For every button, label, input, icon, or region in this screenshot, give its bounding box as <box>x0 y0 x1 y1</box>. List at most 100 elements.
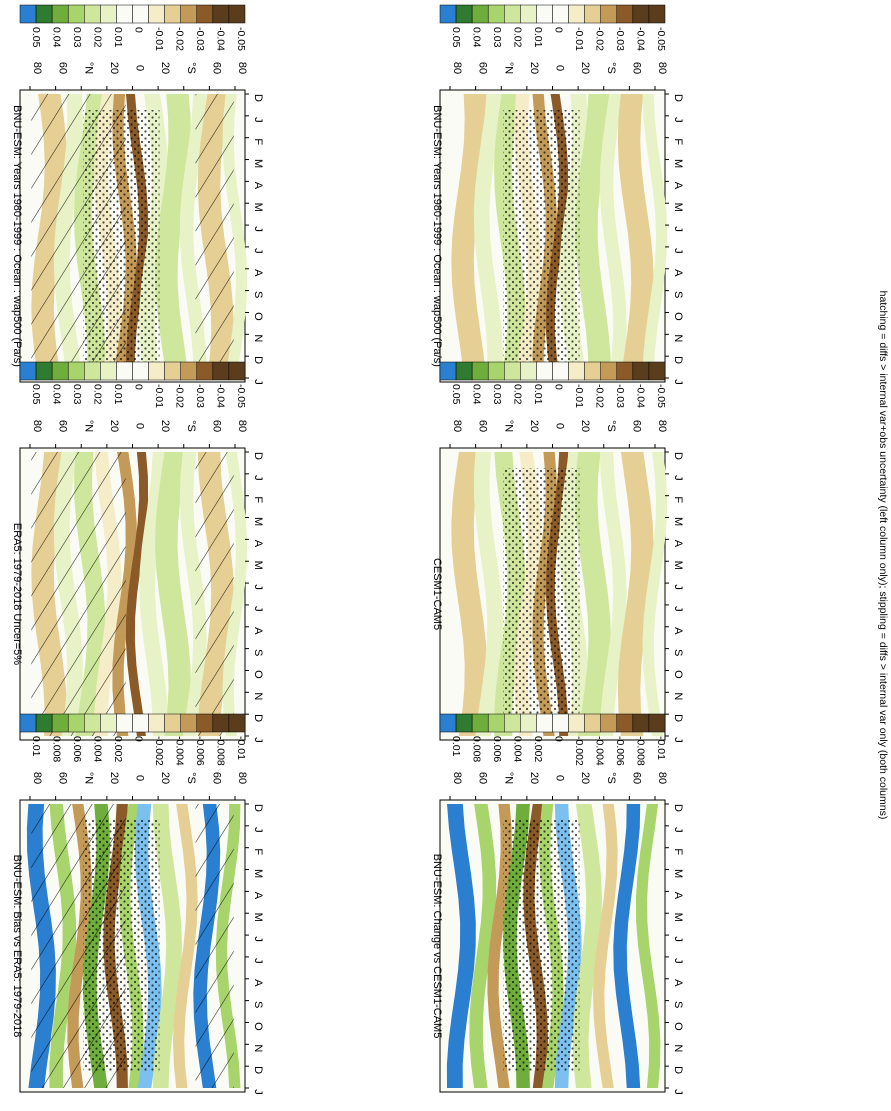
colorbar-label: 0.004 <box>512 736 524 762</box>
colorbar-swatch <box>116 361 133 381</box>
month-tick-label: J <box>672 117 684 123</box>
colorbar-swatch <box>520 361 537 381</box>
contour-band <box>155 94 191 378</box>
colorbar-swatch <box>600 4 618 24</box>
lat-tick-label: 20 <box>159 772 171 784</box>
colorbar-label: 0.02 <box>512 384 524 405</box>
month-tick-label: A <box>252 540 264 548</box>
colorbar-swatch <box>471 361 489 381</box>
colorbar-swatch <box>487 713 505 733</box>
month-tick-label: M <box>672 517 684 526</box>
contour-band <box>575 452 611 736</box>
colorbar-swatch <box>600 361 618 381</box>
lat-tick-label: 60 <box>57 420 69 432</box>
contour-band <box>617 94 654 378</box>
lat-tick-label: 60 <box>477 420 489 432</box>
colorbar-swatch <box>67 713 85 733</box>
month-tick-label: O <box>252 312 264 321</box>
colorbar-label: 0.02 <box>92 384 104 405</box>
stippling-overlay <box>83 110 160 362</box>
colorbar-swatch <box>19 713 37 733</box>
month-tick-label: D <box>672 804 684 812</box>
colorbar-swatch <box>148 713 165 733</box>
month-tick-label: A <box>672 979 684 987</box>
colorbar-swatch <box>536 4 553 24</box>
lat-tick-label: 0 <box>554 423 566 429</box>
month-tick-label: J <box>672 1089 684 1095</box>
colorbar-swatch <box>632 361 650 381</box>
colorbar-label: 0.01 <box>112 384 124 405</box>
colorbar-swatch <box>116 4 133 24</box>
month-tick-label: F <box>672 496 684 503</box>
lat-tick-label: 20 <box>159 62 171 74</box>
lat-tick-label: 20 <box>528 772 540 784</box>
colorbar-label: 0.04 <box>471 27 483 48</box>
lat-tick-label: 60 <box>57 772 69 784</box>
lat-tick-label: °N <box>502 420 514 432</box>
colorbar-label: 0.01 <box>450 736 462 757</box>
month-tick-label: N <box>252 692 264 700</box>
month-tick-label: D <box>252 804 264 812</box>
month-tick-label: M <box>252 203 264 212</box>
month-tick-label: D <box>252 1066 264 1074</box>
colorbar-swatch <box>180 713 198 733</box>
contour-band <box>613 804 641 1088</box>
colorbar-swatch <box>536 713 553 733</box>
colorbar-swatch <box>35 713 53 733</box>
contour-band <box>173 804 198 1088</box>
colorbar-swatch <box>632 4 650 24</box>
colorbar-swatch <box>632 713 650 733</box>
month-tick-label: J <box>672 226 684 232</box>
lat-tick-label: 80 <box>656 772 668 784</box>
colorbar-label: -0.03 <box>614 384 626 408</box>
panel-2: 0.05 0.04 0.03 0.02 0.01 0 -0.01 -0.02 -0.03 -0.0… <box>431 4 684 385</box>
colorbar-swatch <box>84 4 101 24</box>
colorbar-swatch <box>51 4 69 24</box>
panel-title: BNU-ESM: Bias vs ERA5: 1979-2018 <box>11 855 23 1038</box>
month-tick-label: A <box>252 979 264 987</box>
colorbar-swatch <box>520 4 537 24</box>
month-tick-label: J <box>252 827 264 833</box>
month-tick-label: D <box>252 452 264 460</box>
month-tick-label: J <box>672 737 684 743</box>
colorbar-label: 0.01 <box>30 736 42 757</box>
month-tick-label: J <box>672 584 684 590</box>
month-tick-label: A <box>672 540 684 548</box>
month-tick-label: A <box>252 269 264 277</box>
colorbar-swatch <box>180 4 198 24</box>
lat-tick-label: 80 <box>236 62 248 74</box>
month-tick-label: M <box>672 869 684 878</box>
lat-tick-label: °S <box>605 62 617 74</box>
colorbar-swatch <box>584 713 601 733</box>
lat-tick-label: 20 <box>528 62 540 74</box>
lat-tick-label: 60 <box>630 772 642 784</box>
month-tick-label: J <box>252 606 264 612</box>
month-tick-label: S <box>252 649 264 656</box>
colorbar-swatch <box>584 361 601 381</box>
colorbar-label: 0.002 <box>532 736 544 762</box>
month-tick-label: J <box>672 936 684 942</box>
colorbar-swatch <box>196 713 214 733</box>
lat-tick-label: 80 <box>451 420 463 432</box>
month-tick-label: J <box>252 737 264 743</box>
colorbar-swatch <box>100 361 117 381</box>
month-tick-label: A <box>672 182 684 190</box>
month-tick-label: O <box>672 1022 684 1031</box>
panel-3: 0.05 0.04 0.03 0.02 0.01 0 -0.01 -0.02 -0.03 -0.0… <box>11 361 264 743</box>
colorbar-swatch <box>536 361 553 381</box>
contour-band <box>139 452 169 736</box>
colorbar-swatch <box>504 361 521 381</box>
colorbar-swatch <box>164 361 181 381</box>
colorbar-swatch <box>616 4 634 24</box>
lat-tick-label: 20 <box>579 62 591 74</box>
colorbar-label: -0.01 <box>153 384 165 408</box>
month-tick-label: S <box>672 291 684 298</box>
month-tick-label: A <box>252 627 264 635</box>
panel-title: CESM1-CAM5 <box>431 558 443 630</box>
contour-band <box>125 452 149 736</box>
contour-band <box>473 94 503 378</box>
colorbar-swatch <box>648 361 666 381</box>
colorbar-label: 0.01 <box>532 27 544 48</box>
lat-tick-label: 80 <box>451 62 463 74</box>
